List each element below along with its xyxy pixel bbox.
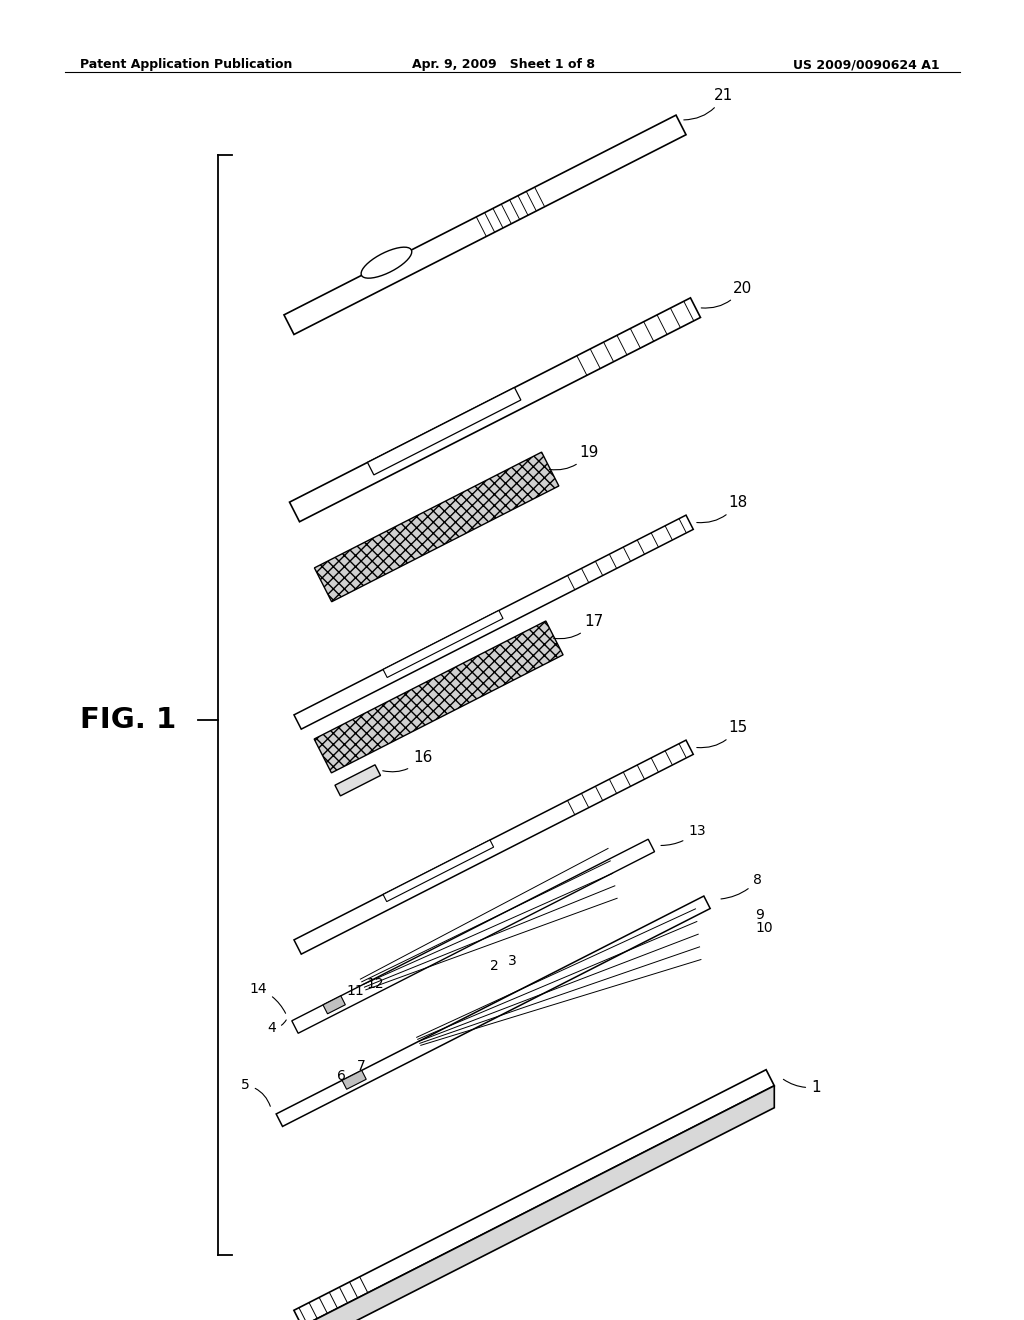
Polygon shape [361, 247, 412, 279]
Polygon shape [368, 388, 521, 475]
Text: Apr. 9, 2009   Sheet 1 of 8: Apr. 9, 2009 Sheet 1 of 8 [412, 58, 595, 71]
Polygon shape [284, 115, 686, 334]
Polygon shape [290, 298, 700, 521]
Polygon shape [292, 840, 654, 1034]
Text: 14: 14 [250, 982, 286, 1014]
Text: Patent Application Publication: Patent Application Publication [80, 58, 293, 71]
Text: 12: 12 [367, 977, 385, 991]
Text: 5: 5 [242, 1078, 270, 1106]
Polygon shape [383, 610, 503, 677]
Text: 2: 2 [490, 960, 499, 973]
Polygon shape [342, 1071, 367, 1089]
Text: 6: 6 [337, 1069, 346, 1084]
Polygon shape [323, 995, 345, 1014]
Polygon shape [276, 896, 711, 1126]
Text: 19: 19 [549, 445, 599, 470]
Text: 3: 3 [508, 954, 517, 968]
Text: 1: 1 [783, 1080, 821, 1094]
Text: 8: 8 [721, 874, 762, 899]
Text: 4: 4 [267, 1020, 287, 1035]
Polygon shape [383, 840, 494, 902]
Text: 21: 21 [684, 88, 733, 120]
Text: 13: 13 [660, 825, 706, 846]
Polygon shape [314, 453, 559, 602]
Text: US 2009/0090624 A1: US 2009/0090624 A1 [794, 58, 940, 71]
Polygon shape [294, 1069, 774, 1320]
Text: 20: 20 [701, 281, 752, 308]
Polygon shape [314, 620, 563, 774]
Polygon shape [294, 741, 693, 954]
Text: 18: 18 [696, 495, 748, 523]
Polygon shape [335, 764, 381, 796]
Polygon shape [294, 515, 693, 729]
Text: 17: 17 [554, 614, 603, 639]
Text: 10: 10 [756, 921, 773, 935]
Text: 11: 11 [347, 985, 365, 998]
Text: FIG. 1: FIG. 1 [80, 706, 176, 734]
Text: 9: 9 [756, 908, 764, 923]
Text: 16: 16 [383, 750, 432, 772]
Text: 15: 15 [696, 721, 748, 747]
Polygon shape [302, 1086, 774, 1320]
Text: 7: 7 [357, 1060, 366, 1073]
